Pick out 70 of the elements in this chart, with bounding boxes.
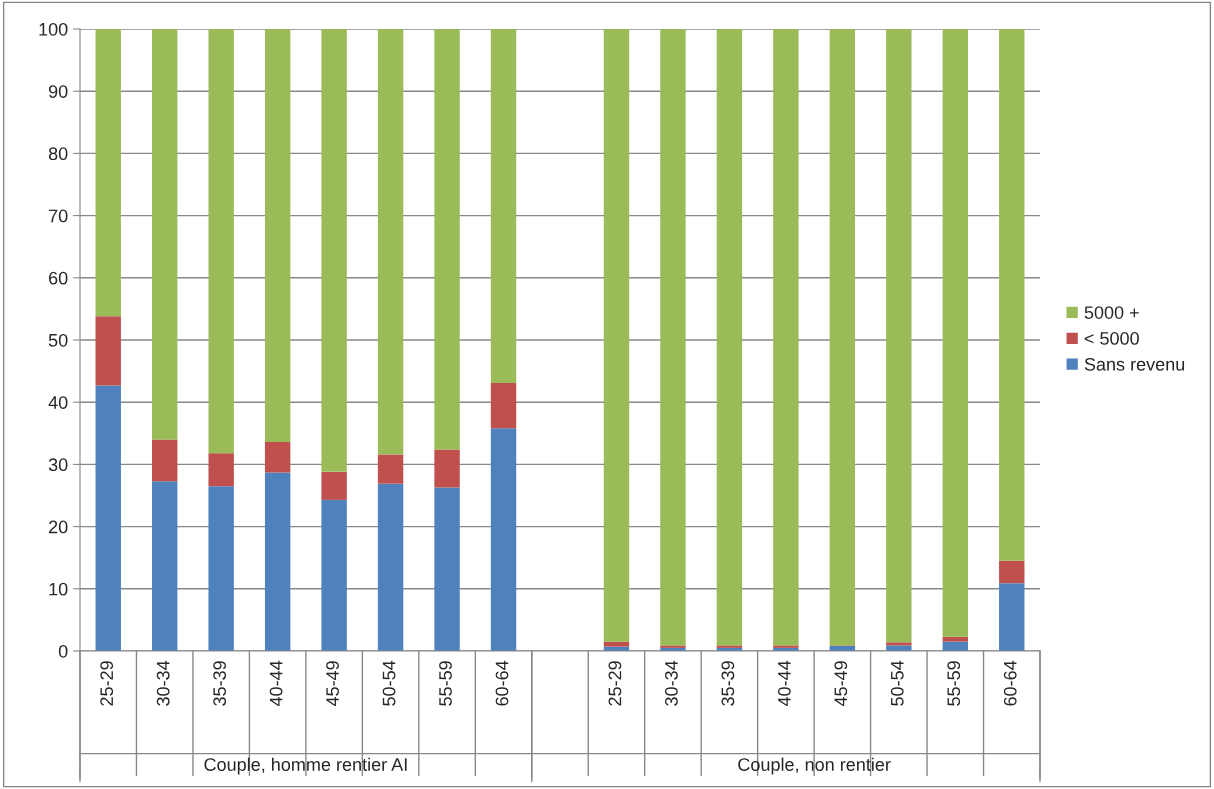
bar bbox=[208, 453, 234, 487]
x-tick-label: 60-64 bbox=[495, 660, 509, 706]
bar bbox=[886, 645, 912, 651]
x-tick-label: 40-44 bbox=[777, 660, 791, 707]
y-tick-label: 80 bbox=[48, 147, 68, 161]
y-tick-label: 50 bbox=[48, 333, 68, 347]
x-tick-label: 30-34 bbox=[665, 660, 678, 706]
bar bbox=[490, 29, 517, 383]
x-tick-label: 35-39 bbox=[213, 661, 227, 706]
bar bbox=[434, 487, 460, 651]
bar bbox=[999, 583, 1025, 651]
y-tick-label: 60 bbox=[49, 271, 68, 285]
bar bbox=[773, 29, 799, 646]
y-tick-label: 20 bbox=[49, 520, 68, 534]
y-tick-label: 30 bbox=[48, 458, 68, 472]
legend-label: 5000 + bbox=[1084, 306, 1139, 319]
bar bbox=[886, 29, 912, 643]
bar bbox=[999, 29, 1025, 561]
bar bbox=[152, 29, 178, 440]
bar bbox=[264, 29, 291, 443]
y-tick-label: 10 bbox=[49, 582, 68, 596]
bar bbox=[716, 29, 743, 646]
bar bbox=[95, 316, 121, 386]
bar bbox=[886, 642, 912, 646]
bar bbox=[208, 486, 234, 651]
x-tick-label: 50-54 bbox=[890, 660, 904, 706]
bar bbox=[264, 472, 291, 651]
x-tick-label: 50-54 bbox=[382, 660, 396, 706]
bar bbox=[490, 382, 517, 429]
bar bbox=[95, 385, 121, 651]
x-tick-label: 30-34 bbox=[156, 660, 170, 706]
bar bbox=[434, 449, 460, 488]
text: Couple, homme rentier AI bbox=[204, 757, 407, 775]
bar bbox=[377, 454, 404, 484]
bar bbox=[152, 481, 178, 651]
x-tick-label: 55-59 bbox=[947, 661, 961, 706]
bar bbox=[603, 641, 630, 647]
x-tick-label: 55-59 bbox=[439, 661, 452, 706]
bar bbox=[434, 29, 460, 450]
x-tick-label: 25-29 bbox=[100, 661, 114, 706]
bar bbox=[660, 29, 686, 646]
x-tick-label: 40-44 bbox=[269, 660, 283, 707]
x-tick-label: 60-64 bbox=[1003, 660, 1017, 706]
bar bbox=[490, 428, 517, 651]
bar bbox=[999, 560, 1025, 584]
x-tick-label: 45-49 bbox=[326, 661, 339, 707]
bar bbox=[377, 29, 404, 455]
x-tick-label: 35-39 bbox=[721, 661, 735, 706]
x-tick-label: 25-29 bbox=[608, 661, 622, 706]
y-tick-label: 40 bbox=[48, 396, 68, 409]
bar bbox=[321, 471, 347, 500]
bar bbox=[321, 29, 347, 472]
legend-label: Sans revenu bbox=[1084, 357, 1185, 371]
x-tick-label: 45-49 bbox=[834, 661, 848, 707]
bar bbox=[321, 499, 347, 651]
bar bbox=[942, 29, 968, 637]
bar bbox=[152, 439, 178, 482]
bar bbox=[377, 483, 404, 651]
y-tick-label: 0 bbox=[58, 644, 68, 658]
bar bbox=[942, 636, 968, 642]
text: Couple, non rentier bbox=[738, 757, 891, 775]
y-tick-label: 100 bbox=[39, 22, 68, 36]
y-tick-label: 90 bbox=[48, 85, 68, 98]
bar bbox=[208, 29, 234, 454]
bar bbox=[264, 442, 291, 473]
bar bbox=[95, 29, 121, 317]
bar bbox=[603, 29, 630, 642]
legend-label: < 5000 bbox=[1084, 332, 1139, 345]
bar bbox=[829, 29, 856, 646]
y-tick-label: 70 bbox=[49, 209, 68, 223]
